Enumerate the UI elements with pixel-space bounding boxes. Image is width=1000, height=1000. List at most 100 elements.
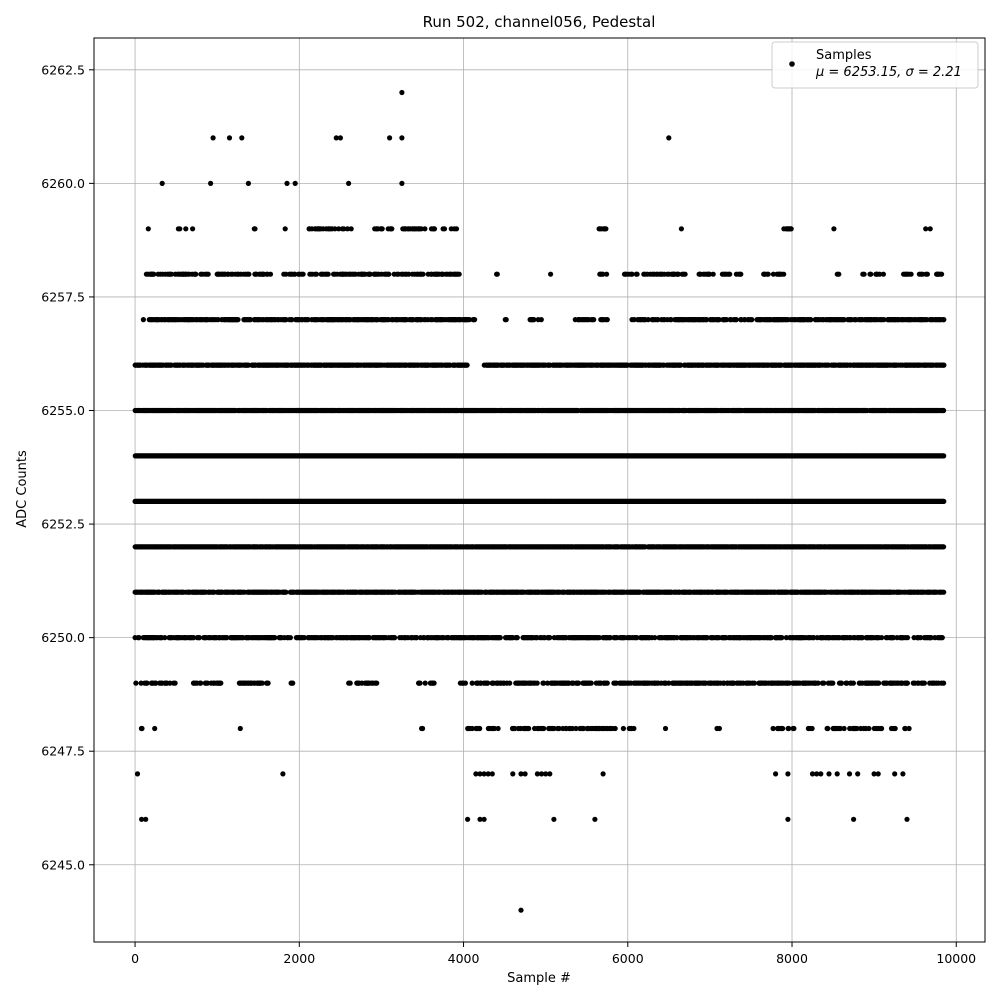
data-point — [167, 680, 173, 686]
data-point — [512, 725, 518, 732]
data-point — [347, 680, 353, 686]
data-point — [469, 725, 475, 732]
data-point — [652, 635, 658, 641]
data-point — [809, 725, 815, 732]
data-point — [190, 635, 197, 641]
data-point — [859, 635, 866, 641]
data-point — [196, 635, 202, 641]
data-point — [904, 635, 911, 641]
data-point — [462, 680, 468, 686]
data-point — [392, 635, 398, 641]
data-point — [866, 725, 872, 732]
data-point — [526, 725, 532, 732]
data-point — [674, 635, 680, 641]
data-point — [491, 725, 497, 732]
data-point — [786, 680, 792, 686]
data-point — [631, 725, 637, 732]
data-point — [791, 725, 797, 732]
data-points — [132, 89, 947, 913]
data-point — [420, 725, 426, 732]
data-point — [904, 680, 911, 686]
data-point — [290, 680, 296, 686]
data-point — [580, 725, 587, 732]
data-point — [588, 680, 594, 686]
data-point — [941, 544, 947, 550]
data-point — [634, 635, 640, 641]
data-point — [272, 635, 278, 641]
data-point — [541, 680, 547, 686]
data-point — [153, 680, 159, 686]
data-point — [941, 680, 947, 686]
data-point — [507, 680, 513, 686]
data-point — [469, 680, 475, 686]
data-point — [811, 635, 817, 641]
data-point — [716, 725, 723, 732]
data-point — [144, 680, 150, 686]
data-point — [941, 498, 947, 504]
data-point — [666, 680, 672, 686]
data-point — [854, 725, 860, 732]
data-point — [133, 680, 139, 686]
data-point — [366, 635, 372, 641]
data-point — [162, 635, 168, 641]
data-point — [850, 680, 857, 686]
data-point — [876, 680, 882, 686]
data-point — [287, 635, 293, 641]
data-point — [830, 680, 836, 686]
data-point — [198, 680, 204, 686]
data-point — [237, 725, 243, 732]
data-point — [265, 680, 271, 686]
data-point — [879, 725, 885, 732]
data-point — [607, 635, 613, 641]
data-point — [879, 635, 885, 641]
data-point — [825, 725, 831, 732]
data-point — [918, 635, 924, 641]
data-point — [928, 635, 934, 641]
data-point — [138, 680, 144, 686]
data-point — [821, 680, 827, 686]
data-point — [259, 680, 265, 686]
data-point — [573, 725, 579, 732]
data-point — [283, 589, 289, 595]
data-point — [906, 725, 912, 732]
data-point — [545, 680, 551, 686]
data-point — [569, 725, 576, 732]
data-point — [890, 635, 897, 641]
data-point — [939, 635, 945, 641]
data-point — [841, 725, 847, 732]
data-point — [495, 725, 501, 732]
data-point — [838, 680, 845, 686]
data-point — [534, 680, 540, 686]
data-point — [152, 725, 158, 732]
data-point — [556, 725, 562, 732]
data-point — [431, 680, 437, 686]
data-point — [136, 635, 142, 641]
data-point — [514, 635, 520, 641]
data-point — [704, 635, 710, 641]
data-point — [551, 725, 557, 732]
data-point — [780, 725, 786, 732]
data-point — [541, 725, 547, 732]
data-point — [575, 680, 582, 686]
data-point — [422, 680, 428, 686]
data-point — [815, 680, 821, 686]
data-point — [892, 725, 898, 732]
data-point — [218, 680, 224, 686]
data-point — [172, 680, 178, 686]
data-point — [374, 680, 380, 686]
data-point — [596, 635, 602, 641]
data-point — [604, 680, 610, 686]
data-point — [224, 635, 230, 641]
data-point — [485, 680, 491, 686]
data-point — [417, 680, 423, 686]
data-point — [301, 635, 307, 641]
data-point — [902, 725, 909, 732]
data-point — [620, 725, 627, 732]
data-point — [612, 725, 618, 732]
data-point — [204, 680, 211, 686]
data-point — [751, 680, 758, 686]
data-point — [662, 725, 669, 732]
data-point — [414, 635, 420, 641]
data-point — [779, 635, 785, 641]
